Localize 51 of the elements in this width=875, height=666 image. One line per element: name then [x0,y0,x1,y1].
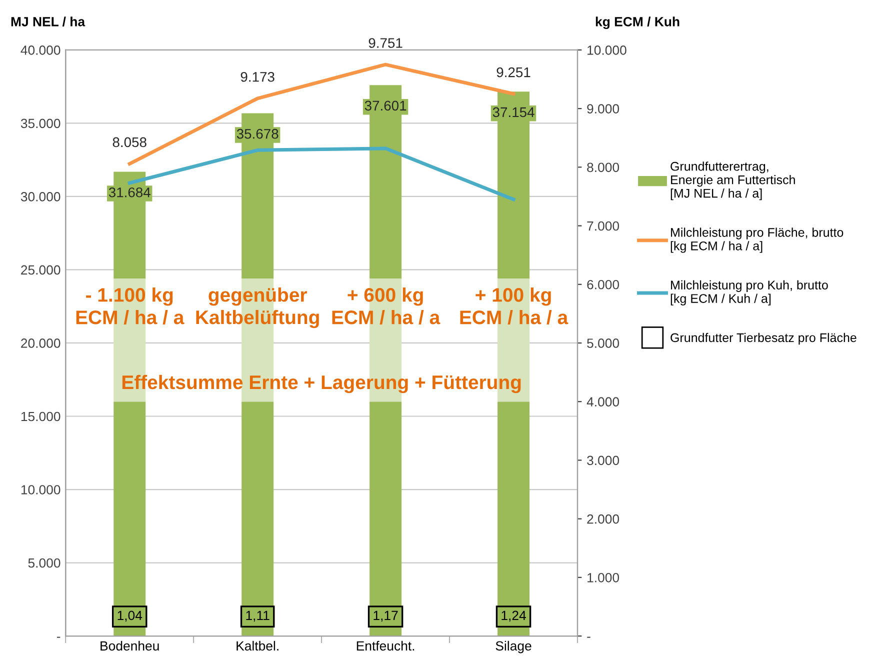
total-label: 31.684 [108,187,150,198]
x-tick-label: Silage [496,640,532,654]
y2-tick-label: 1.000 [588,572,620,582]
legend-label: Milchleistung pro Kuh, brutto [kg ECM / Kuh / a] [670,280,828,306]
total-label: 37.154 [492,107,534,118]
y2-tick-label: 10.000 [588,46,626,55]
total-label: 35.678 [236,128,278,139]
data-label: 9.173 [240,72,274,82]
y2-axis-title: kg ECM / Kuh [596,16,680,30]
legend-label: Grundfutter Tierbesatz pro Fläche [670,332,856,345]
legend-label: Grundfutterertrag, Energie am Futtertisch [MJ NEL / ha / a] [670,162,795,200]
y2-tick-label: 3.000 [587,456,620,466]
annotation: + 600 kg ECM / ha / a [332,288,440,324]
y-tick-label: 15.000 [21,412,60,422]
data-label: 9.251 [496,67,530,78]
y2-tick-label: 5.000 [587,338,620,348]
x-tick-label: Bodenheu [100,640,159,651]
y2-tick-label: 6.000 [587,280,620,290]
y-tick-label: - [56,636,60,638]
data-label: 8.058 [112,137,146,148]
bar [498,402,530,636]
y-tick-label: 10.000 [21,485,60,494]
y-tick-label: 35.000 [20,118,60,128]
text: 1,11 [246,610,270,622]
text: 1,04 [118,610,142,622]
y-tick-label: 25.000 [21,265,60,275]
annotation: - 1.100 kg ECM / ha / a [76,288,184,324]
y-tick-label: 5.000 [28,558,60,568]
y-tick-label: 30.000 [20,192,60,202]
text: 1,24 [502,610,526,622]
x-tick-label: Entfeucht. [356,640,414,651]
total-label: 37.601 [364,100,406,111]
text: 1,17 [374,610,398,622]
data-label: 9.751 [368,38,402,48]
y-tick-label: 20.000 [21,338,60,348]
y2-tick-label: 7.000 [587,221,620,231]
y2-tick-label: 4.000 [586,397,620,407]
y2-tick-label: - [587,636,590,638]
bar [114,402,146,636]
bar [370,402,402,636]
y-tick-label: 40.000 [20,46,60,55]
x-tick-label: Kaltbel. [236,640,278,651]
y2-tick-label: 8.000 [587,162,620,172]
legend-label: Milchleistung pro Fläche, brutto [kg ECM / ha / a] [670,228,844,253]
y2-tick-label: 2.000 [587,514,620,524]
annotation: + 100 kg ECM / ha / a [460,288,568,324]
y-axis-title: MJ NEL / ha [11,16,86,26]
y2-tick-label: 9.000 [587,104,620,114]
annotation: Effektsumme Ernte + Lagerung + Fütterung [122,374,521,394]
annotation: gegenüber Kaltbelüftung [196,288,319,328]
bar [242,402,274,636]
